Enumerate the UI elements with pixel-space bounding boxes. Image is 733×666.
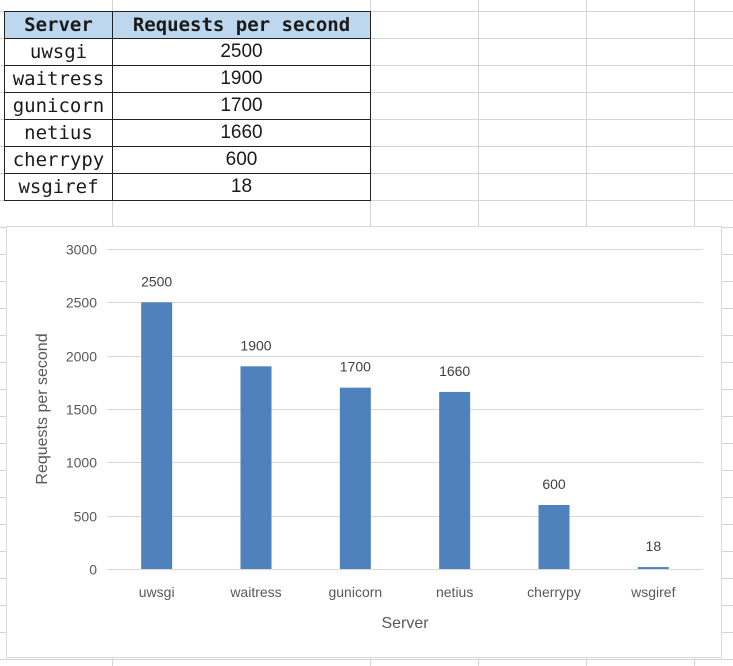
table-row: uwsgi 2500 <box>4 38 371 66</box>
cell-requests-per-second[interactable]: 2500 <box>112 38 371 66</box>
chart-canvas: 0 500 1000 1500 2000 2500 3000 2500 uwsgi 1900 wai… <box>34 242 703 632</box>
data-label: 1900 <box>240 337 271 353</box>
y-tick-label: 0 <box>89 562 97 578</box>
data-label: 18 <box>646 538 662 554</box>
header-server[interactable]: Server <box>4 11 113 39</box>
cell-requests-per-second[interactable]: 600 <box>112 146 371 174</box>
y-tick-label: 3000 <box>66 242 97 258</box>
x-tick-label: cherrypy <box>527 584 581 600</box>
cell-requests-per-second[interactable]: 18 <box>112 173 371 201</box>
table-row: wsgiref 18 <box>4 173 371 201</box>
cell-server[interactable]: waitress <box>4 65 113 93</box>
data-table: Server Requests per second uwsgi 2500 wait… <box>4 11 371 201</box>
header-requests-per-second[interactable]: Requests per second <box>112 11 371 39</box>
y-tick-label: 1500 <box>66 402 97 418</box>
bar[interactable] <box>240 366 272 569</box>
x-tick-label: waitress <box>229 584 281 600</box>
y-tick-label: 1000 <box>66 455 97 471</box>
data-label: 1700 <box>340 359 371 375</box>
x-axis-title: Server <box>381 615 429 632</box>
cell-server[interactable]: netius <box>4 119 113 147</box>
table-row: waitress 1900 <box>4 65 371 93</box>
x-tick-label: gunicorn <box>328 584 382 600</box>
y-tick-label: 2000 <box>66 349 97 365</box>
table-row: cherrypy 600 <box>4 146 371 174</box>
cell-server[interactable]: wsgiref <box>4 173 113 201</box>
bar[interactable] <box>339 387 371 569</box>
cell-server[interactable]: cherrypy <box>4 146 113 174</box>
bar-chart[interactable]: 0 500 1000 1500 2000 2500 3000 2500 uwsgi 1900 wai… <box>6 226 722 658</box>
data-label: 600 <box>542 476 566 492</box>
x-tick-label: wsgiref <box>630 584 675 600</box>
cell-server[interactable]: uwsgi <box>4 38 113 66</box>
x-tick-label: uwsgi <box>139 584 175 600</box>
y-tick-label: 500 <box>74 509 98 525</box>
cell-server[interactable]: gunicorn <box>4 92 113 120</box>
bar[interactable] <box>538 505 570 569</box>
bar[interactable] <box>141 302 173 569</box>
data-label: 1660 <box>439 363 470 379</box>
x-tick-label: netius <box>436 584 473 600</box>
table-row: netius 1660 <box>4 119 371 147</box>
bar[interactable] <box>439 391 471 569</box>
table-header-row: Server Requests per second <box>4 11 371 39</box>
table-row: gunicorn 1700 <box>4 92 371 120</box>
cell-requests-per-second[interactable]: 1900 <box>112 65 371 93</box>
cell-requests-per-second[interactable]: 1700 <box>112 92 371 120</box>
y-axis-title: Requests per second <box>34 333 51 484</box>
y-tick-label: 2500 <box>66 295 97 311</box>
cell-requests-per-second[interactable]: 1660 <box>112 119 371 147</box>
data-label: 2500 <box>141 273 172 289</box>
bar[interactable] <box>637 567 669 569</box>
